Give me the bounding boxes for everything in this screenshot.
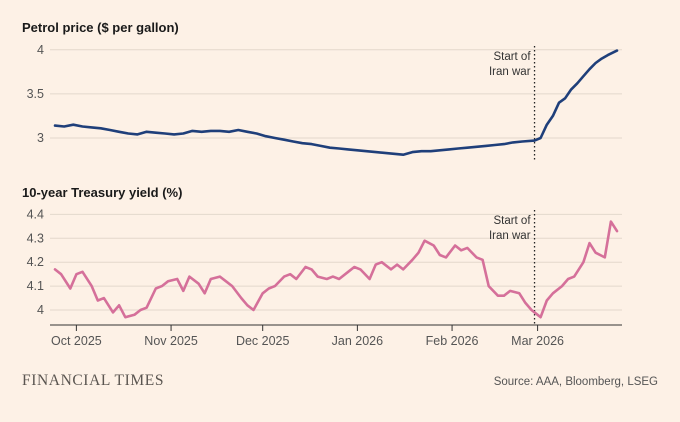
petrol-ytick-label: 3.5 [27,87,44,101]
source-note: Source: AAA, Bloomberg, LSEG [493,376,658,388]
treasury-war-annotation: Iran war [489,230,531,242]
petrol-war-annotation: Start of [493,51,531,63]
petrol-series-line [53,49,619,156]
petrol-ytick-label: 3 [37,131,44,145]
petrol-war-annotation: Iran war [489,66,531,78]
treasury-ytick-label: 4.2 [27,255,44,269]
treasury-ytick-label: 4.3 [27,231,44,245]
treasury-war-annotation: Start of [493,215,531,227]
x-tick-label: Feb 2026 [426,334,479,348]
petrol-chart-title: Petrol price ($ per gallon) [22,20,179,35]
x-tick-label: Jan 2026 [332,334,383,348]
petrol-ytick-label: 4 [37,43,44,57]
treasury-chart-title: 10-year Treasury yield (%) [22,185,182,200]
x-tick-label: Mar 2026 [511,334,564,348]
treasury-ytick-label: 4.4 [27,207,44,221]
treasury-series-line [53,220,619,319]
treasury-ytick-label: 4 [37,303,44,317]
ft-brand-logo: FINANCIAL TIMES [22,372,165,389]
x-tick-label: Dec 2025 [236,334,290,348]
treasury-ytick-label: 4.1 [27,279,44,293]
x-tick-label: Nov 2025 [144,334,198,348]
x-tick-label: Oct 2025 [51,334,102,348]
